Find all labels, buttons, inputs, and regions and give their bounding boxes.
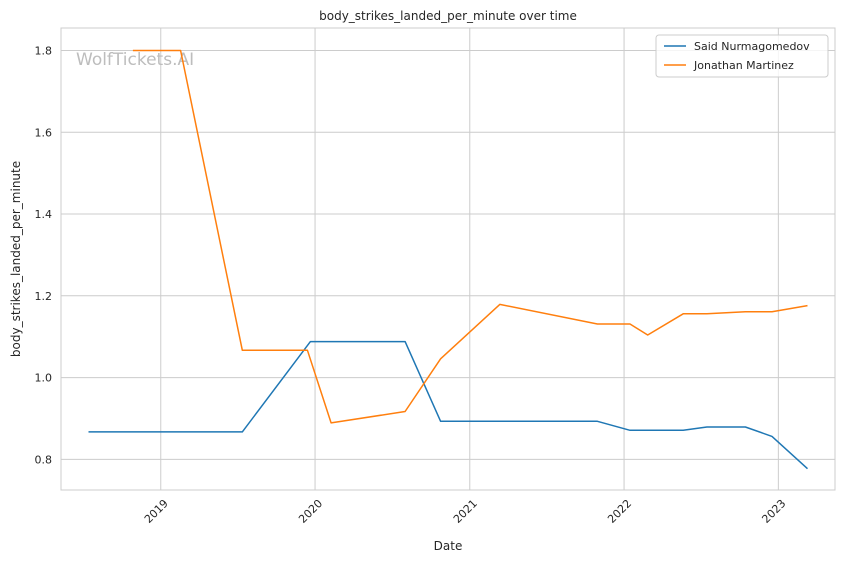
y-axis-ticks: 0.8 1.0 1.2 1.4 1.6 1.8 (35, 44, 53, 466)
series-line-said-nurmagomedov (88, 340, 809, 470)
series-group (88, 49, 809, 470)
legend-label: Jonathan Martinez (693, 59, 794, 72)
grid (61, 28, 835, 490)
chart-title: body_strikes_landed_per_minute over time (319, 9, 577, 23)
plot-frame (60, 27, 836, 491)
legend-label: Said Nurmagomedov (694, 40, 810, 53)
y-tick-label: 1.4 (35, 208, 53, 221)
watermark: WolfTickets.AI (76, 50, 194, 70)
legend-box (655, 34, 829, 78)
series-line-jonathan-martinez (132, 49, 808, 424)
legend: Said Nurmagomedov Jonathan Martinez (655, 34, 829, 78)
y-tick-label: 1.2 (35, 290, 53, 303)
x-axis-title: Date (434, 539, 463, 553)
y-tick-label: 0.8 (35, 453, 53, 466)
y-tick-label: 1.0 (35, 372, 53, 385)
y-tick-label: 1.6 (35, 126, 53, 139)
y-tick-label: 1.8 (35, 44, 53, 57)
y-axis-title: body_strikes_landed_per_minute (9, 161, 23, 357)
